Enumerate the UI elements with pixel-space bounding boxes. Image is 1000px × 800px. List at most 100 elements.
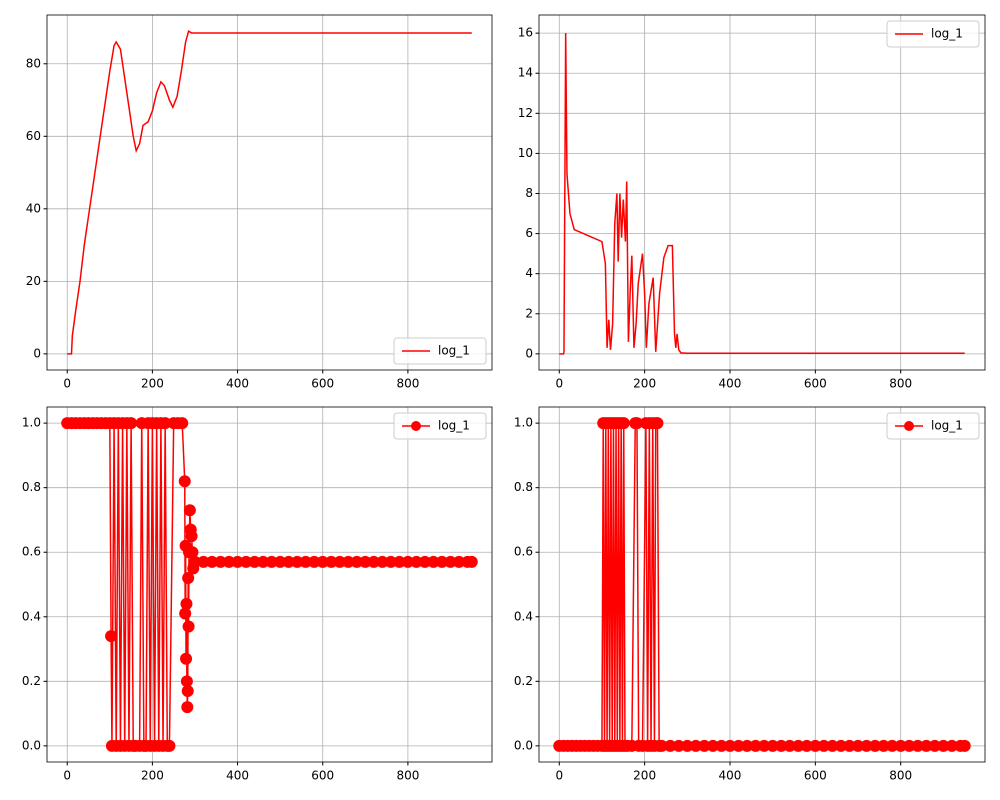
data-point <box>384 555 397 568</box>
data-point <box>163 739 176 752</box>
data-point <box>186 546 199 559</box>
x-tick-label: 400 <box>226 377 249 391</box>
data-point <box>698 739 711 752</box>
data-point <box>188 555 201 568</box>
data-point <box>894 739 907 752</box>
data-point <box>435 555 448 568</box>
x-tick-label: 600 <box>804 377 827 391</box>
x-tick-label: 0 <box>63 769 71 783</box>
y-tick-label: 2 <box>525 306 533 320</box>
data-point <box>180 597 193 610</box>
x-tick-label: 400 <box>719 769 742 783</box>
plot-area <box>61 417 478 752</box>
legend-label: log_1 <box>931 27 963 41</box>
data-point <box>792 739 805 752</box>
data-point <box>732 739 745 752</box>
data-point <box>758 739 771 752</box>
y-tick-label: 0.8 <box>514 480 533 494</box>
x-tick-label: 600 <box>804 769 827 783</box>
y-tick-label: 0.0 <box>22 738 41 752</box>
axes-frame <box>46 14 493 371</box>
data-point <box>181 685 194 697</box>
data-point <box>664 739 677 752</box>
y-tick-label: 16 <box>518 26 533 40</box>
y-tick-label: 0.6 <box>514 545 533 559</box>
x-tick-label: 800 <box>396 377 419 391</box>
data-point <box>937 739 950 752</box>
data-point <box>342 555 355 568</box>
data-point <box>401 555 414 568</box>
data-point <box>928 739 941 752</box>
data-point <box>240 555 253 568</box>
y-tick-label: 40 <box>26 201 41 215</box>
legend-box <box>393 337 487 365</box>
data-point <box>376 555 389 568</box>
data-point <box>274 555 287 568</box>
y-tick-label: 8 <box>525 186 533 200</box>
data-point <box>418 555 431 568</box>
legend-marker <box>411 421 421 431</box>
legend-marker <box>904 421 914 431</box>
data-point <box>826 739 839 752</box>
data-point <box>248 555 261 568</box>
data-point <box>231 555 244 568</box>
x-tick-label: 600 <box>311 769 334 783</box>
y-tick-label: 6 <box>525 226 533 240</box>
legend-label: log_1 <box>438 344 470 358</box>
data-point <box>223 555 236 568</box>
data-point <box>817 739 830 752</box>
data-point <box>214 555 227 568</box>
data-point <box>869 739 882 752</box>
legend-box <box>393 412 487 440</box>
data-point <box>350 555 363 568</box>
data-point <box>886 739 899 752</box>
x-tick-label: 200 <box>633 769 656 783</box>
data-point <box>393 555 406 568</box>
data-line <box>559 422 965 747</box>
y-tick-label: 0.4 <box>514 609 533 623</box>
axes-frame <box>46 406 493 763</box>
data-point <box>903 739 916 752</box>
legend: log_1 <box>393 412 487 440</box>
data-point <box>265 555 278 568</box>
data-point <box>723 739 736 752</box>
x-tick-label: 800 <box>396 769 419 783</box>
legend-box <box>886 20 980 48</box>
subplot: 0 200 400 600 800 0.0 0.2 0.4 0.6 0.8 1.0 log_1 <box>22 406 493 783</box>
data-point <box>843 739 856 752</box>
data-point <box>182 572 195 585</box>
data-point <box>291 555 304 568</box>
data-point <box>427 555 440 568</box>
y-tick-label: 0 <box>33 346 41 360</box>
data-point <box>958 739 971 752</box>
plot-area <box>67 29 472 355</box>
data-point <box>741 739 754 752</box>
data-point <box>766 739 779 752</box>
data-point <box>257 555 270 568</box>
data-point <box>367 555 380 568</box>
axes-frame <box>538 14 986 371</box>
data-point <box>800 739 813 752</box>
data-point <box>783 739 796 752</box>
x-tick-label: 0 <box>555 377 563 391</box>
data-point <box>185 530 198 543</box>
data-point <box>834 739 847 752</box>
x-tick-label: 0 <box>63 377 71 391</box>
y-tick-label: 20 <box>26 274 41 288</box>
data-point <box>651 417 664 430</box>
data-point <box>617 417 630 430</box>
x-tick-label: 800 <box>889 377 912 391</box>
legend-box <box>886 412 980 440</box>
y-tick-label: 0.4 <box>22 609 41 623</box>
x-tick-label: 200 <box>633 377 656 391</box>
data-point <box>452 555 465 568</box>
data-point <box>183 504 196 517</box>
legend: log_1 <box>393 337 487 365</box>
data-point <box>159 417 172 430</box>
data-point <box>105 630 118 643</box>
y-tick-label: 12 <box>518 106 533 120</box>
y-tick-label: 0.8 <box>22 480 41 494</box>
data-point <box>410 555 423 568</box>
legend: log_1 <box>886 20 980 48</box>
